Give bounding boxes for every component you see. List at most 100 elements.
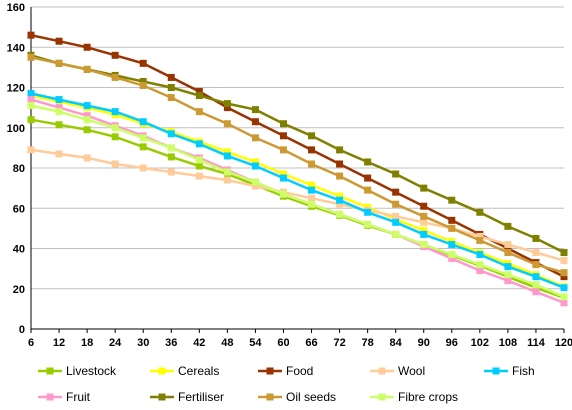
data-point-food bbox=[420, 202, 428, 210]
x-tick-label: 42 bbox=[193, 337, 205, 349]
legend-item-livestock: Livestock bbox=[38, 364, 117, 378]
y-tick-label: 140 bbox=[7, 42, 25, 54]
data-point-oil-seeds bbox=[420, 212, 428, 220]
data-point-livestock bbox=[27, 116, 35, 124]
data-point-cereals bbox=[336, 192, 344, 200]
data-point-fish bbox=[27, 90, 35, 98]
data-point-food bbox=[308, 146, 316, 154]
data-point-fertiliser bbox=[392, 170, 400, 178]
data-point-fertiliser bbox=[364, 158, 372, 166]
data-point-oil-seeds bbox=[27, 53, 35, 61]
legend-label: Wool bbox=[398, 364, 425, 378]
x-tick-label: 66 bbox=[305, 337, 317, 349]
data-point-oil-seeds bbox=[223, 120, 231, 128]
data-point-wool bbox=[504, 240, 512, 248]
y-tick-label: 160 bbox=[7, 2, 25, 14]
series-wool bbox=[27, 146, 568, 265]
data-point-fruit bbox=[55, 104, 63, 112]
y-tick-label: 60 bbox=[13, 203, 25, 215]
series-fish bbox=[27, 90, 568, 292]
legend-label: Fruit bbox=[66, 390, 91, 404]
data-point-oil-seeds bbox=[336, 172, 344, 180]
series-line-cereals bbox=[30, 94, 565, 288]
y-tick-label: 0 bbox=[19, 324, 25, 336]
data-point-oil-seeds bbox=[195, 108, 203, 116]
data-point-fibre-crops bbox=[223, 168, 231, 176]
y-tick-label: 80 bbox=[13, 163, 25, 175]
legend-label: Food bbox=[286, 364, 313, 378]
data-point-fish bbox=[560, 284, 568, 292]
data-point-food bbox=[448, 216, 456, 224]
x-tick-label: 18 bbox=[81, 337, 93, 349]
legend-swatch-marker bbox=[158, 367, 166, 375]
data-point-fibre-crops bbox=[476, 261, 484, 269]
series-line-fibre-crops bbox=[30, 104, 565, 298]
data-point-oil-seeds bbox=[251, 134, 259, 142]
data-point-fish bbox=[448, 240, 456, 248]
data-point-oil-seeds bbox=[308, 160, 316, 168]
x-tick-label: 24 bbox=[109, 337, 122, 349]
legend-swatch-marker bbox=[492, 367, 500, 375]
data-point-oil-seeds bbox=[560, 269, 568, 277]
data-point-fibre-crops bbox=[448, 251, 456, 259]
data-point-fruit bbox=[476, 267, 484, 275]
data-point-fish bbox=[504, 263, 512, 271]
legend-label: Cereals bbox=[178, 364, 219, 378]
data-point-fertiliser bbox=[308, 132, 316, 140]
data-point-fish bbox=[364, 208, 372, 216]
legend-item-oil-seeds: Oil seeds bbox=[258, 390, 336, 404]
series-line-food bbox=[30, 33, 565, 278]
data-point-fibre-crops bbox=[560, 293, 568, 301]
data-point-wool bbox=[308, 194, 316, 202]
series-line-fertiliser bbox=[30, 54, 565, 254]
x-tick-label: 114 bbox=[527, 337, 546, 349]
data-point-wool bbox=[167, 168, 175, 176]
series-line-oil-seeds bbox=[30, 56, 565, 274]
legend-item-food: Food bbox=[258, 364, 313, 378]
data-point-fruit bbox=[448, 255, 456, 263]
legend-swatch-marker bbox=[46, 393, 54, 401]
x-tick-label: 84 bbox=[390, 337, 403, 349]
data-point-fish bbox=[195, 140, 203, 148]
data-point-food bbox=[279, 132, 287, 140]
data-point-wool bbox=[476, 232, 484, 240]
data-point-fibre-crops bbox=[83, 116, 91, 124]
data-point-oil-seeds bbox=[83, 65, 91, 73]
data-point-wool bbox=[336, 200, 344, 208]
data-point-fibre-crops bbox=[167, 144, 175, 152]
data-point-cereals bbox=[420, 226, 428, 234]
data-point-fibre-crops bbox=[532, 281, 540, 289]
data-point-fruit bbox=[27, 96, 35, 104]
y-tick-label: 120 bbox=[7, 83, 25, 95]
data-point-fish bbox=[420, 230, 428, 238]
data-point-food bbox=[167, 73, 175, 81]
data-point-fertiliser bbox=[251, 106, 259, 114]
legend-swatch-marker bbox=[378, 367, 386, 375]
data-point-fertiliser bbox=[448, 196, 456, 204]
y-tick-label: 20 bbox=[13, 284, 25, 296]
data-point-livestock bbox=[139, 143, 147, 151]
data-point-fish bbox=[111, 108, 119, 116]
x-tick-label: 90 bbox=[418, 337, 430, 349]
legend-item-fruit: Fruit bbox=[38, 390, 91, 404]
data-point-fruit bbox=[560, 299, 568, 307]
data-point-fertiliser bbox=[223, 100, 231, 108]
data-point-oil-seeds bbox=[111, 73, 119, 81]
legend-label: Oil seeds bbox=[286, 390, 336, 404]
data-point-fibre-crops bbox=[504, 271, 512, 279]
data-point-cereals bbox=[308, 181, 316, 189]
data-point-livestock bbox=[195, 162, 203, 170]
data-point-oil-seeds bbox=[476, 236, 484, 244]
data-point-fibre-crops bbox=[139, 134, 147, 142]
data-point-food bbox=[223, 104, 231, 112]
data-point-livestock bbox=[83, 126, 91, 134]
data-point-fertiliser bbox=[532, 234, 540, 242]
data-point-food bbox=[83, 43, 91, 51]
x-tick-label: 48 bbox=[221, 337, 233, 349]
data-point-fish bbox=[251, 162, 259, 170]
legend-swatch-marker bbox=[378, 393, 386, 401]
data-point-fibre-crops bbox=[251, 178, 259, 186]
data-point-wool bbox=[195, 172, 203, 180]
